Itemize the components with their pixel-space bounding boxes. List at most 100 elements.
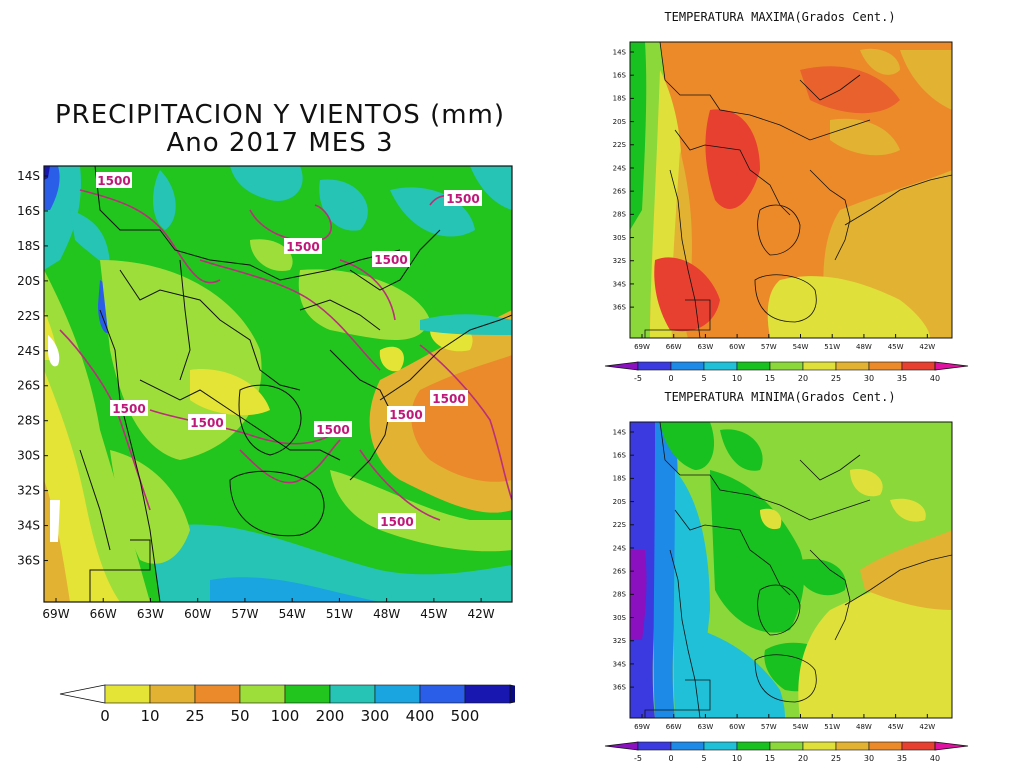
tmax-lon-label: 66W — [666, 343, 682, 351]
tmax-lat-label: 24S — [613, 164, 627, 172]
main-legend-label: 100 — [271, 707, 300, 725]
map-frame — [43, 165, 513, 603]
main-legend-swatch — [149, 684, 196, 704]
tmax-lon-label: 42W — [919, 343, 935, 351]
tmax-axis-ticks: 14S 16S 18S 20S 22S 24S 26S 28S 30S 32S 34S 36S 69W 6… — [613, 48, 936, 351]
tmax-legend-label: 30 — [864, 374, 874, 383]
contour-label: 1500 — [112, 402, 145, 416]
tmax-lon-label: 51W — [824, 343, 840, 351]
tmin-lon-label: 48W — [856, 723, 872, 731]
tmax-lat-label: 18S — [613, 95, 627, 103]
tmin-legend-label: 20 — [798, 754, 808, 763]
main-title-line1: PRECIPITACION Y VIENTOS (mm) — [54, 100, 506, 130]
tmin-lat-label: 20S — [613, 498, 627, 506]
tmin-lat-label: 30S — [613, 614, 627, 622]
tmax-legend-label: 40 — [930, 374, 940, 383]
tmax-title: TEMPERATURA MAXIMA(Grados Cent.) — [664, 10, 896, 24]
tmin-lat-label: 32S — [613, 637, 627, 645]
tmax-legend-swatch — [835, 361, 870, 371]
tmin-legend-swatch — [901, 741, 936, 751]
tmin-legend-label: 0 — [668, 754, 673, 763]
main-lat-label: 14S — [17, 169, 40, 183]
contour-label: 1500 — [380, 515, 413, 529]
tmin-legend-arrow-right — [934, 741, 969, 751]
tmax-lon-label: 69W — [634, 343, 650, 351]
tmin-legend-swatch — [670, 741, 705, 751]
tmax-field — [630, 42, 952, 338]
main-title-line2: Ano 2017 MES 3 — [166, 128, 394, 158]
main-legend-swatch — [239, 684, 286, 704]
contour-label: 1500 — [432, 392, 465, 406]
tmax-lat-label: 14S — [613, 48, 627, 56]
main-lon-label: 63W — [137, 607, 164, 621]
contour-label: 1500 — [286, 240, 319, 254]
tmin-legend-label: 10 — [732, 754, 742, 763]
country-borders — [79, 166, 512, 602]
main-lon-label: 51W — [326, 607, 353, 621]
tmin-lat-label: 26S — [613, 567, 627, 575]
tmin-lon-label: 57W — [761, 723, 777, 731]
main-lon-label: 66W — [90, 607, 117, 621]
tmin-lon-label: 60W — [729, 723, 745, 731]
main-legend-label: 10 — [140, 707, 159, 725]
tmax-lat-label: 32S — [613, 257, 627, 265]
main-lon-label: 60W — [184, 607, 211, 621]
tmin-lon-label: 69W — [634, 723, 650, 731]
main-lat-label: 30S — [17, 449, 40, 463]
tmax-legend-label: 10 — [732, 374, 742, 383]
main-lat-label: 22S — [17, 309, 40, 323]
contour-label: 1500 — [389, 408, 422, 422]
tmax-lat-label: 26S — [613, 187, 627, 195]
main-lat-label: 24S — [17, 344, 40, 358]
tmax-lon-label: 63W — [697, 343, 713, 351]
tmin-lat-label: 14S — [613, 428, 627, 436]
tmax-legend-label: 35 — [897, 374, 907, 383]
contour-label: 1500 — [446, 192, 479, 206]
main-legend-swatch — [419, 684, 466, 704]
tmax-legend-swatch — [769, 361, 804, 371]
main-legend-swatch — [284, 684, 331, 704]
tmin-lat-label: 24S — [613, 544, 627, 552]
tmin-lat-label: 16S — [613, 452, 627, 460]
tmin-legend-label: 30 — [864, 754, 874, 763]
tmin-map: 14S 16S 18S 20S 22S 24S 26S 28S 30S 32S 34S 36S 69W 6… — [604, 421, 969, 763]
main-legend-label: 400 — [406, 707, 435, 725]
tmin-legend-swatch — [802, 741, 837, 751]
tmax-legend-label: 20 — [798, 374, 808, 383]
tmin-legend-swatch — [835, 741, 870, 751]
main-legend-label: 0 — [100, 707, 110, 725]
contour-label: 1500 — [190, 416, 223, 430]
tmax-legend-label: 5 — [701, 374, 706, 383]
precipitation-field: 1500 1500 1500 1500 1500 1500 1500 1500 … — [44, 166, 512, 602]
tmin-legend-swatch — [703, 741, 738, 751]
precipitation-contours — [59, 189, 512, 521]
tmax-lon-label: 48W — [856, 343, 872, 351]
contour-labels: 1500 1500 1500 1500 1500 1500 1500 1500 … — [96, 172, 482, 529]
main-legend-swatch — [194, 684, 241, 704]
tmax-frame — [629, 41, 953, 339]
precipitation-map: 1500 1500 1500 1500 1500 1500 1500 1500 … — [17, 165, 513, 621]
tmin-lon-label: 63W — [697, 723, 713, 731]
tmin-lat-label: 36S — [613, 683, 627, 691]
tmax-map: 14S 16S 18S 20S 22S 24S 26S 28S 30S 32S 34S 36S 69W 6… — [604, 41, 969, 383]
main-lat-label: 26S — [17, 379, 40, 393]
main-lon-label: 45W — [420, 607, 447, 621]
tmax-lat-label: 20S — [613, 118, 627, 126]
main-lat-label: 34S — [17, 519, 40, 533]
tmin-legend-swatch — [868, 741, 903, 751]
tmin-legend-swatch — [769, 741, 804, 751]
tmax-lat-label: 36S — [613, 303, 627, 311]
tmin-legend-swatch — [637, 741, 672, 751]
tmin-field — [630, 422, 952, 718]
tmin-lat-label: 18S — [613, 475, 627, 483]
tmax-legend-swatch — [868, 361, 903, 371]
main-lon-label: 57W — [231, 607, 258, 621]
main-lon-label: 69W — [42, 607, 69, 621]
tmax-lon-label: 60W — [729, 343, 745, 351]
tmin-frame — [629, 421, 953, 719]
tmin-axis-ticks: 14S 16S 18S 20S 22S 24S 26S 28S 30S 32S 34S 36S 69W 6… — [613, 428, 936, 731]
tmin-legend-swatch — [736, 741, 771, 751]
main-lat-label: 18S — [17, 239, 40, 253]
main-lon-label: 54W — [279, 607, 306, 621]
main-legend-swatch — [104, 684, 151, 704]
